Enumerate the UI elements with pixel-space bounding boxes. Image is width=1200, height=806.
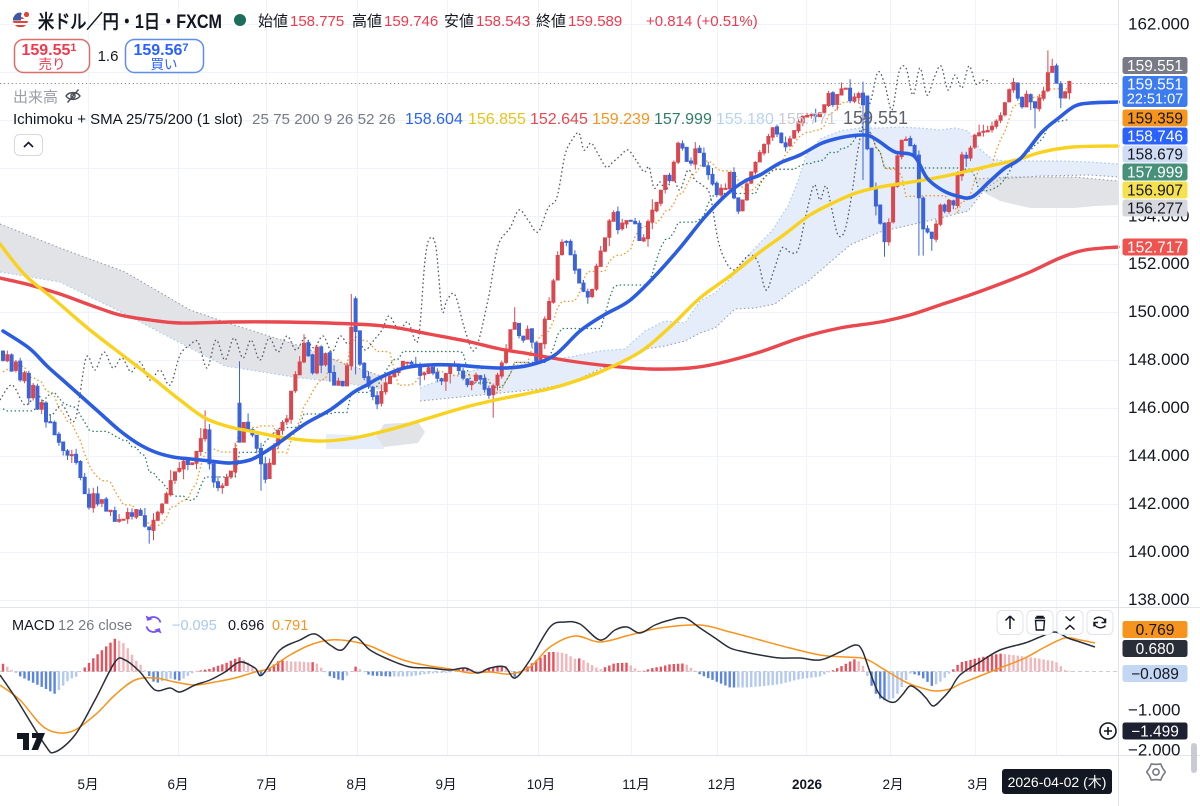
- svg-text:158.604: 158.604: [405, 111, 463, 128]
- svg-text:22:51:07: 22:51:07: [1127, 92, 1183, 108]
- svg-text:Ichimoku + SMA 25/75/200 (1 sl: Ichimoku + SMA 25/75/200 (1 slot): [13, 111, 243, 128]
- svg-text:MACD: MACD: [12, 618, 55, 634]
- svg-text:5月: 5月: [77, 777, 98, 792]
- svg-text:25 75 200 9 26 52 26: 25 75 200 9 26 52 26: [252, 111, 396, 128]
- svg-text:159.746: 159.746: [384, 13, 438, 30]
- svg-text:158.543: 158.543: [476, 13, 530, 30]
- svg-text:0.791: 0.791: [272, 618, 308, 634]
- svg-text:8月: 8月: [346, 777, 367, 792]
- svg-text:162.000: 162.000: [1128, 15, 1189, 34]
- svg-text:140.000: 140.000: [1128, 542, 1189, 561]
- svg-text:6月: 6月: [167, 777, 188, 792]
- svg-text:2月: 2月: [882, 777, 903, 792]
- svg-text:安値: 安値: [444, 13, 474, 30]
- svg-text:高値: 高値: [352, 13, 382, 30]
- svg-text:11月: 11月: [622, 777, 650, 792]
- svg-text:156.907: 156.907: [1127, 183, 1183, 200]
- svg-text:159.551: 159.551: [21, 42, 76, 59]
- svg-text:152.717: 152.717: [1127, 240, 1183, 257]
- svg-text:159.551: 159.551: [1127, 58, 1183, 75]
- svg-text:159.359: 159.359: [1127, 111, 1183, 128]
- svg-text:2026: 2026: [792, 777, 823, 792]
- svg-text:156.277: 156.277: [1127, 201, 1183, 218]
- svg-text:155.180: 155.180: [716, 111, 774, 128]
- svg-text:159.551: 159.551: [1127, 77, 1183, 94]
- svg-text:−1.000: −1.000: [1128, 701, 1180, 720]
- svg-text:9月: 9月: [435, 777, 456, 792]
- svg-text:−0.089: −0.089: [1131, 666, 1179, 683]
- svg-text:12 26 close: 12 26 close: [58, 618, 132, 634]
- svg-text:155.771: 155.771: [778, 111, 836, 128]
- svg-text:−2.000: −2.000: [1128, 741, 1180, 760]
- svg-text:148.000: 148.000: [1128, 350, 1189, 369]
- svg-text:0.680: 0.680: [1136, 641, 1175, 658]
- svg-text:−0.095: −0.095: [172, 618, 217, 634]
- svg-text:159.551: 159.551: [843, 108, 908, 128]
- svg-text:156.855: 156.855: [468, 111, 526, 128]
- svg-text:出来高: 出来高: [13, 89, 58, 106]
- svg-text:0.769: 0.769: [1136, 622, 1175, 639]
- svg-text:2026-04-02 (木): 2026-04-02 (木): [1008, 774, 1107, 790]
- svg-text:158.746: 158.746: [1127, 129, 1183, 146]
- svg-text:買い: 買い: [151, 57, 178, 72]
- svg-text:159.567: 159.567: [133, 42, 188, 59]
- svg-text:米ドル／円・1日・FXCM: 米ドル／円・1日・FXCM: [38, 10, 222, 33]
- svg-text:終値: 終値: [536, 13, 566, 30]
- svg-text:157.999: 157.999: [654, 111, 712, 128]
- svg-text:始値: 始値: [258, 13, 288, 30]
- svg-text:3月: 3月: [967, 777, 988, 792]
- svg-text:158.679: 158.679: [1127, 147, 1183, 164]
- svg-text:0.696: 0.696: [228, 618, 264, 634]
- svg-text:+0.814 (+0.51%): +0.814 (+0.51%): [646, 13, 758, 30]
- svg-text:158.775: 158.775: [290, 13, 344, 30]
- svg-text:152.000: 152.000: [1128, 254, 1189, 273]
- svg-text:144.000: 144.000: [1128, 446, 1189, 465]
- svg-text:150.000: 150.000: [1128, 302, 1189, 321]
- svg-text:10月: 10月: [527, 777, 556, 792]
- svg-text:売り: 売り: [39, 57, 66, 72]
- svg-text:152.645: 152.645: [530, 111, 588, 128]
- svg-text:157.999: 157.999: [1127, 165, 1183, 182]
- svg-text:142.000: 142.000: [1128, 494, 1189, 513]
- svg-text:159.239: 159.239: [592, 111, 650, 128]
- svg-text:1.6: 1.6: [98, 48, 119, 65]
- svg-text:159.589: 159.589: [568, 13, 622, 30]
- svg-text:12月: 12月: [708, 777, 737, 792]
- svg-text:7月: 7月: [256, 777, 277, 792]
- svg-text:138.000: 138.000: [1128, 590, 1189, 609]
- svg-text:146.000: 146.000: [1128, 398, 1189, 417]
- svg-text:−1.499: −1.499: [1131, 724, 1179, 741]
